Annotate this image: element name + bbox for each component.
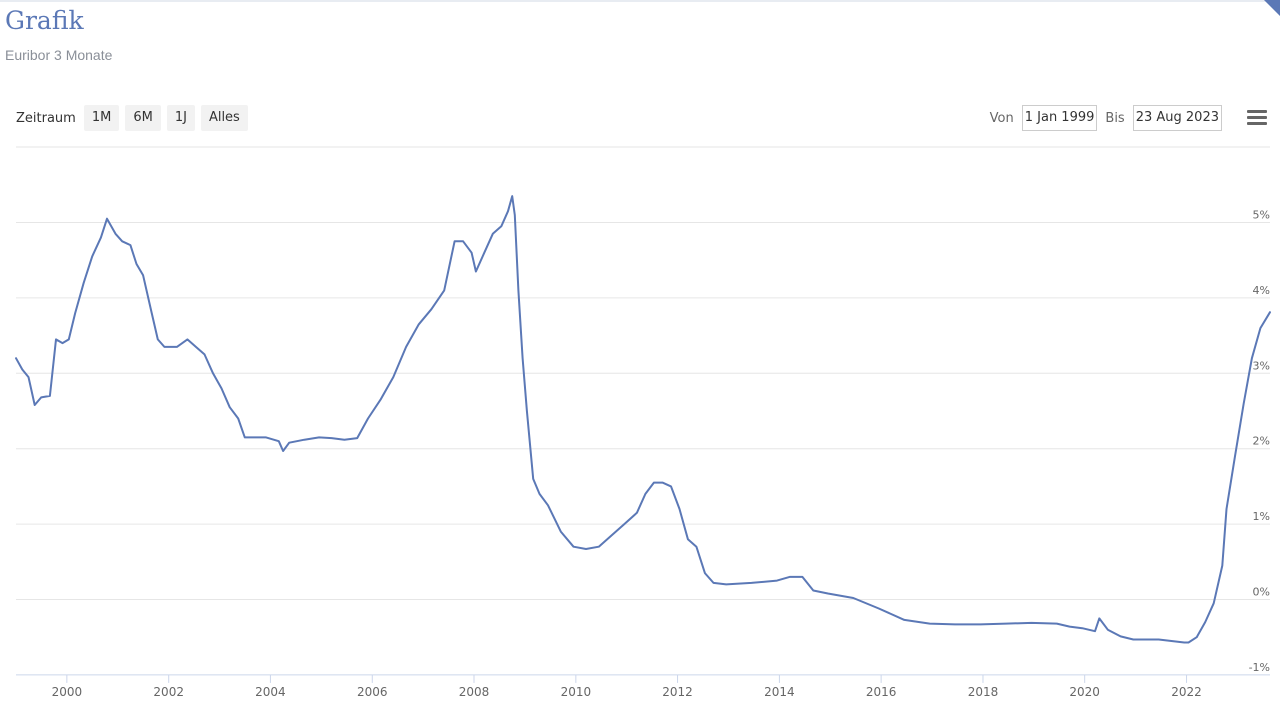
x-tick-label: 2022	[1171, 685, 1202, 699]
x-tick-label: 2004	[255, 685, 286, 699]
menu-bar	[1247, 116, 1267, 119]
date-from-label: Von	[989, 110, 1014, 126]
line-chart: 2000 2002 2004 2006 2008 2010 2012 2014 2016 2018…	[15, 146, 1271, 699]
page-subtitle: Euribor 3 Monate	[5, 47, 113, 63]
series-line	[15, 195, 1271, 644]
menu-bar	[1247, 110, 1267, 113]
x-tick-label: 2014	[764, 685, 795, 699]
x-tick-label: 2012	[662, 685, 693, 699]
x-tick-label: 2018	[968, 685, 999, 699]
x-tick-label: 2006	[357, 685, 388, 699]
date-to-label: Bis	[1105, 110, 1125, 126]
x-tick-label: 2010	[561, 685, 592, 699]
grid-lines	[16, 222, 1270, 676]
range-selector: Zeitraum 1M 6M 1J Alles	[16, 105, 248, 131]
y-tick-label: 0%	[1253, 586, 1270, 599]
x-tick-label: 2016	[866, 685, 897, 699]
x-tick-label: 2020	[1069, 685, 1100, 699]
y-tick-label: 2%	[1253, 435, 1270, 448]
range-button-1j[interactable]: 1J	[166, 105, 195, 131]
y-tick-label: 1%	[1253, 510, 1270, 523]
page-title: Grafik	[5, 6, 84, 35]
range-button-1m[interactable]: 1M	[83, 105, 120, 131]
x-tick-label: 2002	[153, 685, 184, 699]
y-tick-label: 4%	[1253, 284, 1270, 297]
corner-ornament	[1264, 0, 1280, 16]
series-group	[15, 195, 1271, 644]
x-tick-label: 2008	[459, 685, 490, 699]
date-to-input[interactable]: 23 Aug 2023	[1132, 105, 1222, 131]
date-range: Von 1 Jan 1999 Bis 23 Aug 2023	[990, 105, 1222, 131]
y-tick-label: 3%	[1253, 359, 1270, 372]
top-rule	[0, 0, 1280, 2]
hamburger-menu-icon[interactable]	[1246, 107, 1268, 129]
y-tick-label: -1%	[1249, 661, 1270, 674]
range-selector-label: Zeitraum	[16, 110, 76, 126]
date-from-input[interactable]: 1 Jan 1999	[1021, 105, 1098, 131]
x-tick-label: 2000	[52, 685, 83, 699]
y-tick-label: 5%	[1253, 209, 1270, 222]
menu-bar	[1247, 122, 1267, 125]
range-button-all[interactable]: Alles	[200, 105, 248, 131]
x-axis: 2000 2002 2004 2006 2008 2010 2012 2014 2016 2018…	[52, 674, 1202, 699]
y-axis: 5% 4% 3% 2% 1% 0% -1%	[1249, 209, 1270, 674]
range-button-6m[interactable]: 6M	[125, 105, 161, 131]
